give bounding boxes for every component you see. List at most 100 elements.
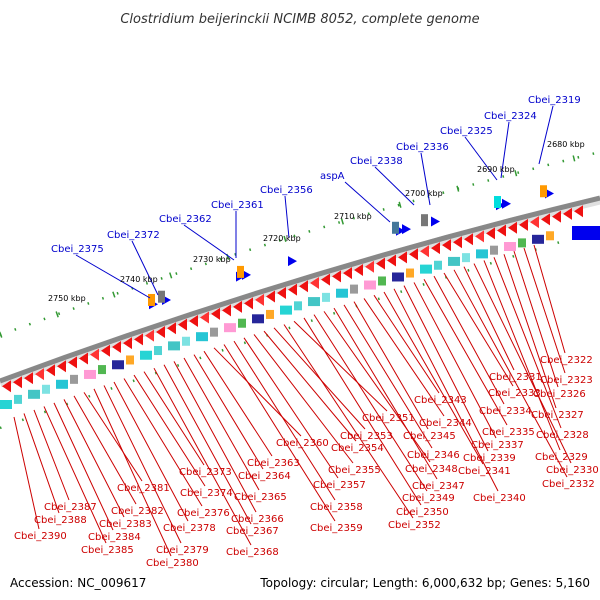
reverse-gene-arrow [420,245,429,258]
reverse-gene-label: Cbei_2388 [34,515,87,526]
reverse-label-line [503,254,557,409]
reverse-gene-block [462,253,470,263]
reverse-gene-arrow [68,356,77,369]
reverse-gene-block [434,260,442,270]
forward-label-line [538,105,554,165]
forward-gene-label: Cbei_2336 [396,142,449,153]
reverse-label-line [13,416,40,530]
reverse-gene-block [56,379,68,389]
reverse-label-line [483,260,561,451]
forward-gene-label: Cbei_2372 [107,230,160,241]
reverse-gene-label: Cbei_2354 [331,443,384,454]
reverse-gene-block [336,288,348,298]
reverse-label-line [53,402,114,531]
reverse-gene-label: Cbei_2343 [414,395,467,406]
reverse-gene-arrow [453,236,462,249]
reverse-label-line [153,367,252,546]
reverse-gene-label: Cbei_2355 [328,465,381,476]
reverse-label-line [213,347,302,437]
reverse-gene-arrow [2,380,11,393]
reverse-label-line [323,311,431,463]
reverse-gene-arrow [508,221,517,234]
forward-gene-label: Cbei_2356 [260,185,313,196]
reverse-gene-label: Cbei_2340 [473,493,526,504]
reverse-gene-label: Cbei_2364 [238,471,291,482]
reverse-gene-label: Cbei_2365 [234,492,287,503]
forward-gene-label: Cbei_2362 [159,214,212,225]
reverse-gene-arrow [233,300,242,313]
kbp-label: 2690 kbp [477,165,515,174]
accession-label: Accession: NC_009617 [10,576,146,590]
reverse-gene-arrow [200,311,209,324]
forward-gene-arrow [502,198,511,209]
reverse-gene-block [280,305,292,315]
reverse-gene-block [392,272,404,282]
reverse-gene-block [70,374,78,384]
reverse-gene-label: Cbei_2349 [402,493,455,504]
reverse-gene-arrow [46,364,55,377]
reverse-gene-arrow [387,254,396,267]
reverse-gene-label: Cbei_2352 [388,520,441,531]
reverse-gene-arrow [552,210,561,223]
reverse-gene-block [364,280,376,290]
reverse-gene-label: Cbei_2359 [310,523,363,534]
reverse-gene-arrow [277,287,286,300]
backbone-line [0,195,600,384]
forward-gene-label: Cbei_2338 [350,156,403,167]
reverse-gene-label: Cbei_2351 [362,413,415,424]
reverse-gene-label: Cbei_2341 [458,466,511,477]
reverse-gene-label: Cbei_2337 [471,440,524,451]
reverse-gene-labels: Cbei_2390 Cbei_2388 Cbei_2387 Cbei_2385 Cbei… [14,355,599,569]
reverse-label-line [93,388,172,557]
reverse-gene-arrow [431,242,440,255]
genome-backbone [0,195,600,388]
reverse-gene-label: Cbei_2376 [177,508,230,519]
reverse-label-line [33,409,70,501]
reverse-label-line [403,285,489,452]
reverse-label-line [193,354,264,470]
reverse-gene-label: Cbei_2326 [533,389,586,400]
forward-gene-label: Cbei_2319 [528,95,581,106]
reverse-gene-label: Cbei_2387 [44,502,97,513]
reverse-gene-arrow [332,270,341,283]
map-title: Clostridium beijerinckii NCIMB 8052, com… [120,12,479,27]
reverse-gene-block [42,384,50,394]
reverse-label-line [453,269,568,478]
reverse-gene-label: Cbei_2329 [535,452,588,463]
reverse-gene-arrow [211,307,220,320]
reverse-gene-block [28,389,40,399]
reverse-gene-label: Cbei_2360 [276,438,329,449]
reverse-gene-arrow [530,216,539,229]
reverse-gene-label: Cbei_2378 [163,523,216,534]
forward-gene-block [148,293,155,306]
reverse-gene-block [154,346,162,356]
reverse-gene-label: Cbei_2327 [531,410,584,421]
reverse-gene-arrow [497,224,506,237]
reverse-gene-label: Cbei_2345 [403,431,456,442]
reverse-gene-label: Cbei_2344 [419,418,472,429]
reverse-gene-label: Cbei_2322 [540,355,593,366]
reverse-gene-label: Cbei_2373 [179,467,232,478]
reverse-gene-arrow [90,348,99,361]
reverse-gene-label: Cbei_2358 [310,502,363,513]
reverse-gene-arrow [398,251,407,264]
reverse-gene-block [532,234,544,244]
reverse-label-line [523,247,566,374]
forward-gene-label: Cbei_2324 [484,111,537,122]
forward-gene-label: Cbei_2361 [211,200,264,211]
outer-tick-ring [0,149,600,338]
forward-gene-block [158,290,165,303]
reverse-gene-label: Cbei_2367 [226,526,279,537]
reverse-gene-label: Cbei_2384 [88,532,141,543]
reverse-gene-label: Cbei_2348 [405,464,458,475]
reverse-gene-arrow [101,344,110,357]
reverse-gene-label: Cbei_2323 [540,375,593,386]
kbp-scale-labels: 2750 kbp 2740 kbp 2730 kbp 2720 kbp 2710 kbp… [48,140,585,303]
reverse-gene-block [238,318,246,328]
reverse-label-line [333,307,438,480]
genome-summary-label: Topology: circular; Length: 6,000,632 bp… [259,576,590,590]
reverse-label-line [143,371,205,466]
reverse-gene-arrow [244,297,253,310]
